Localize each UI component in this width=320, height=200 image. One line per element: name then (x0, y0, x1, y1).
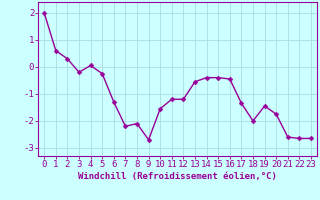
X-axis label: Windchill (Refroidissement éolien,°C): Windchill (Refroidissement éolien,°C) (78, 172, 277, 181)
